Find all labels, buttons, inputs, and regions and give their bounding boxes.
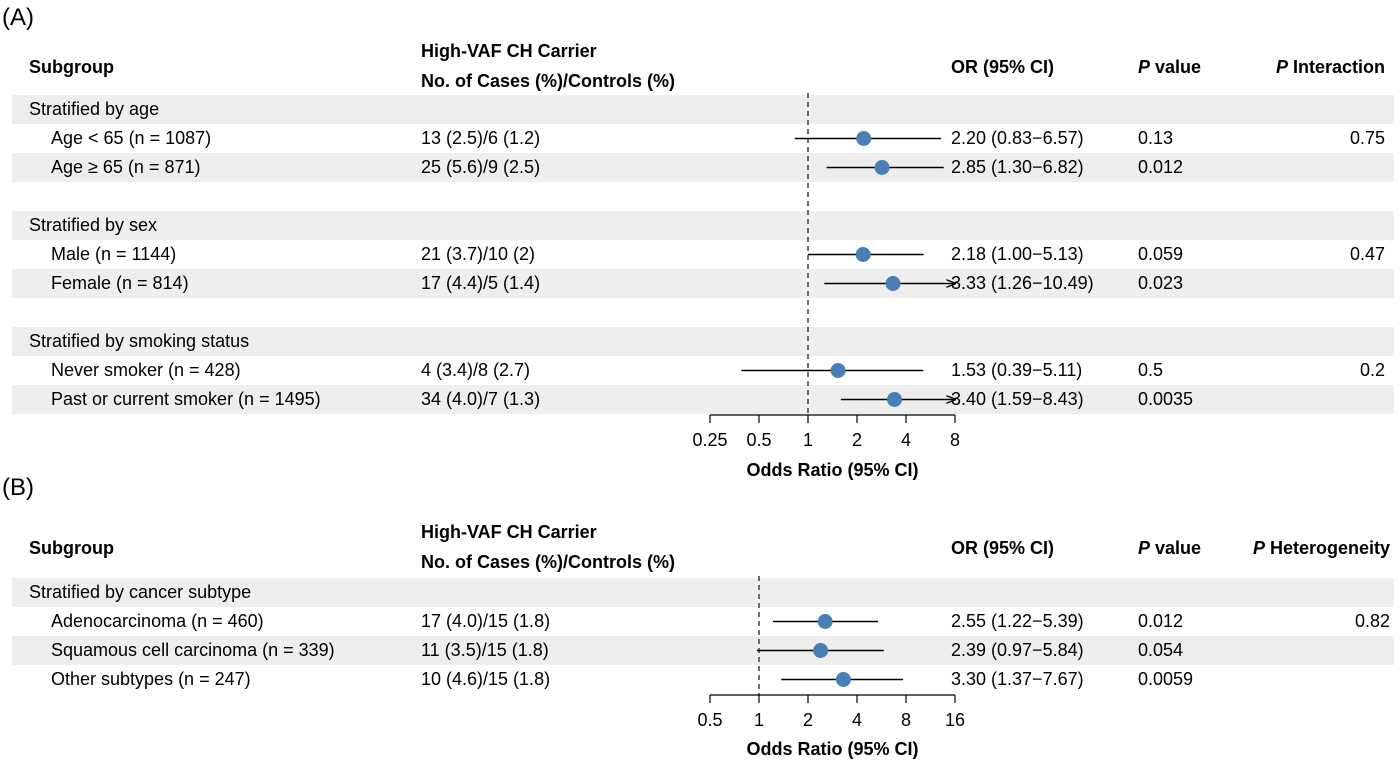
panel-a-p-interaction: 0.75: [1349, 128, 1385, 148]
panel-a-subgroup-label: Age ≥ 65 (n = 871): [51, 157, 201, 177]
panel-a-header-or: OR (95% CI): [951, 57, 1055, 77]
panel-b-x-axis-title: Odds Ratio (95% CI): [746, 739, 918, 759]
panel-a-header-pvalue: P value: [1138, 57, 1202, 77]
panel-a-subgroup-label: Age < 65 (n = 1087): [51, 128, 212, 148]
panel-b-x-tick-label: 1: [754, 710, 764, 730]
panel-a-row-band: [12, 327, 1394, 356]
panel-a-x-tick-label: 0.25: [692, 430, 727, 450]
panel-b-p-value: 0.054: [1138, 640, 1184, 660]
panel-b-header-subgroup: Subgroup: [29, 538, 114, 558]
panel-a-subgroup-label: Male (n = 1144): [51, 244, 177, 264]
panel-a-cases-controls: 21 (3.7)/10 (2): [421, 244, 536, 264]
panel-b-subgroup-label: Other subtypes (n = 247): [51, 669, 251, 689]
panel-b-x-tick-label: 0.5: [697, 710, 722, 730]
panel-a-cases-controls: 4 (3.4)/8 (2.7): [421, 360, 531, 380]
panel-a-group-label: Stratified by age: [29, 99, 160, 119]
panel-b-header-pheterogeneity: P Heterogeneity: [1252, 538, 1390, 558]
panel-a-label: (A): [2, 4, 34, 31]
panel-b-or-ci: 3.30 (1.37−7.67): [951, 669, 1084, 689]
panel-a-or-point: [885, 276, 901, 291]
panel-b-x-tick-label: 4: [852, 710, 862, 730]
panel-b-p-value: 0.0059: [1138, 669, 1194, 689]
panel-b-cases-controls: 10 (4.6)/15 (1.8): [421, 669, 551, 689]
panel-a-x-tick-label: 1: [803, 430, 813, 450]
panel-a-subgroup-label: Never smoker (n = 428): [51, 360, 241, 380]
panel-a-subgroup-label: Past or current smoker (n = 1495): [51, 389, 321, 409]
panel-b-header-carrier-line2: No. of Cases (%)/Controls (%): [421, 552, 676, 572]
panel-b-header-pvalue: P value: [1138, 538, 1202, 558]
panel-a-or-ci: 3.33 (1.26−10.49): [951, 273, 1094, 293]
panel-a-header-carrier-line1: High-VAF CH Carrier: [421, 41, 597, 61]
panel-b-or-ci: 2.39 (0.97−5.84): [951, 640, 1084, 660]
panel-a-header-pinteraction: P Interaction: [1275, 57, 1385, 77]
panel-b-row-band: [12, 636, 1394, 665]
panel-a-or-point: [887, 392, 903, 407]
panel-b-header-or: OR (95% CI): [951, 538, 1055, 558]
panel-a-p-value: 0.023: [1138, 273, 1184, 293]
panel-a-x-tick-label: 0.5: [746, 430, 771, 450]
panel-b-group-label: Stratified by cancer subtype: [29, 582, 252, 602]
panel-a-p-value: 0.012: [1138, 157, 1184, 177]
panel-b-p-value: 0.012: [1138, 611, 1184, 631]
panel-a-x-tick-label: 4: [901, 430, 911, 450]
panel-a-row-band: [12, 269, 1394, 298]
panel-a-cases-controls: 17 (4.4)/5 (1.4): [421, 273, 541, 293]
panel-a-or-ci: 2.85 (1.30−6.82): [951, 157, 1084, 177]
panel-b-x-tick-label: 8: [901, 710, 911, 730]
panel-a-header-carrier-line2: No. of Cases (%)/Controls (%): [421, 71, 676, 91]
panel-a-x-tick-label: 2: [852, 430, 862, 450]
panel-b-cases-controls: 11 (3.5)/15 (1.8): [421, 640, 549, 660]
panel-a-or-point: [855, 247, 871, 262]
panel-a-group-label: Stratified by smoking status: [29, 331, 250, 351]
panel-a-row-band: [12, 211, 1394, 240]
panel-b-or-ci: 2.55 (1.22−5.39): [951, 611, 1084, 631]
panel-a-p-value: 0.059: [1138, 244, 1184, 264]
panel-a-p-value: 0.13: [1138, 128, 1174, 148]
panel-b-x-tick-label: 2: [803, 710, 813, 730]
panel-b-header-carrier-line1: High-VAF CH Carrier: [421, 522, 597, 542]
panel-a-header-subgroup: Subgroup: [29, 57, 114, 77]
panel-a-x-axis-title: Odds Ratio (95% CI): [746, 460, 918, 480]
panel-b-row-band: [12, 578, 1394, 607]
panel-a-p-value: 0.5: [1138, 360, 1164, 380]
panel-b-subgroup-label: Adenocarcinoma (n = 460): [51, 611, 264, 631]
panel-a-p-interaction: 0.2: [1359, 360, 1385, 380]
panel-a-or-ci: 2.18 (1.00−5.13): [951, 244, 1084, 264]
panel-a-cases-controls: 13 (2.5)/6 (1.2): [421, 128, 541, 148]
panel-a-row-band: [12, 385, 1394, 414]
panel-a-x-tick-label: 8: [950, 430, 960, 450]
panel-a-row-band: [12, 153, 1394, 182]
panel-a-or-point: [856, 131, 872, 146]
panel-a-p-interaction: 0.47: [1349, 244, 1385, 264]
panel-a-row-band: [12, 95, 1394, 124]
panel-b-label: (B): [2, 474, 34, 501]
panel-b-p-heterogeneity: 0.82: [1354, 611, 1390, 631]
panel-b-or-point: [817, 614, 833, 629]
panel-a-or-ci: 2.20 (0.83−6.57): [951, 128, 1084, 148]
panel-a-group-label: Stratified by sex: [29, 215, 158, 235]
panel-a-or-ci: 1.53 (0.39−5.11): [951, 360, 1083, 380]
panel-b-cases-controls: 17 (4.0)/15 (1.8): [421, 611, 551, 631]
panel-a-or-ci: 3.40 (1.59−8.43): [951, 389, 1084, 409]
panel-b-or-point: [813, 643, 829, 658]
panel-b-or-point: [835, 672, 851, 687]
panel-a-subgroup-label: Female (n = 814): [51, 273, 189, 293]
panel-b-x-tick-label: 16: [945, 710, 965, 730]
panel-a-cases-controls: 25 (5.6)/9 (2.5): [421, 157, 541, 177]
panel-a-or-point: [874, 160, 890, 175]
panel-a-p-value: 0.0035: [1138, 389, 1194, 409]
panel-a-or-point: [830, 363, 846, 378]
panel-b-subgroup-label: Squamous cell carcinoma (n = 339): [51, 640, 335, 660]
panel-a-cases-controls: 34 (4.0)/7 (1.3): [421, 389, 541, 409]
